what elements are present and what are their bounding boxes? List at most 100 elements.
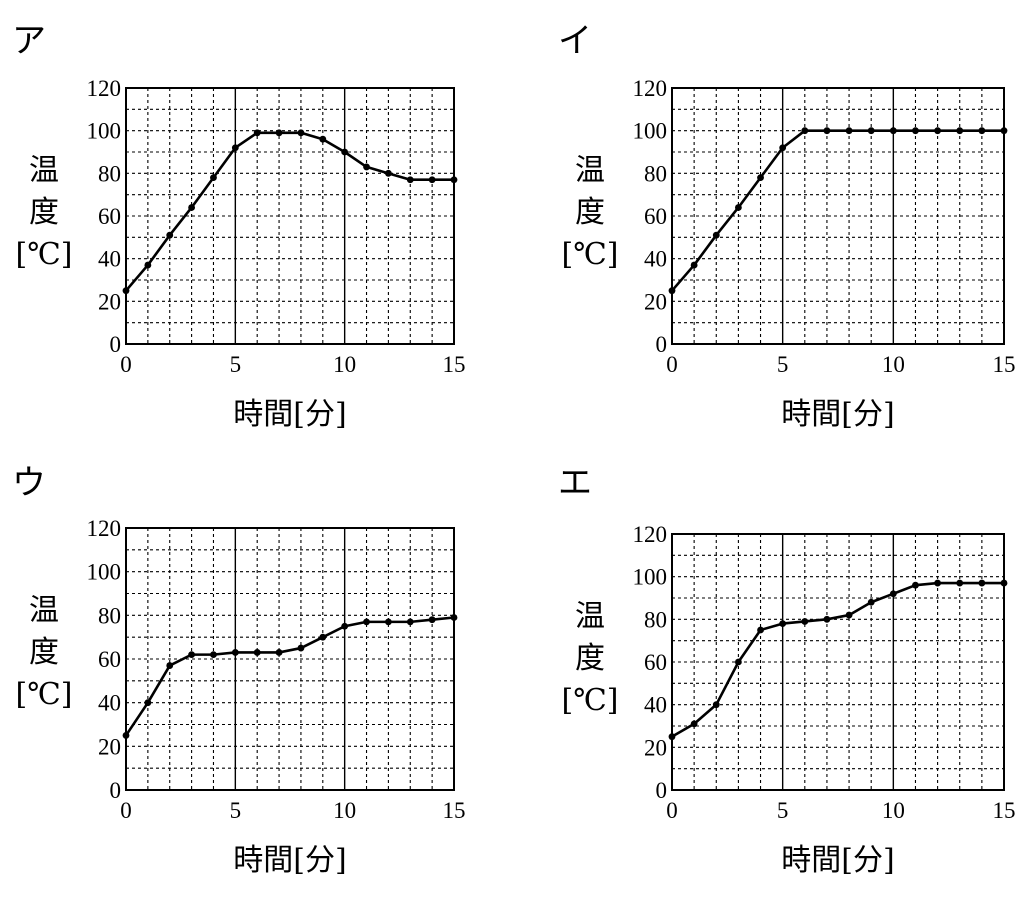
- chart-panel-3: ウ 0 20 40 60 80 100 120 0 5 10 15 温度 [℃] 時間[分]: [12, 463, 466, 878]
- panel-label: ウ: [12, 463, 46, 503]
- data-point: [166, 231, 174, 239]
- y-tick-label: 60: [644, 650, 667, 675]
- x-axis-title: 時間[分]: [233, 397, 346, 432]
- x-tick-label: 0: [666, 798, 678, 823]
- data-point: [428, 176, 436, 184]
- y-tick-label: 0: [656, 332, 668, 357]
- y-tick-label: 60: [98, 647, 121, 672]
- plot-frame: [125, 527, 455, 791]
- data-point: [122, 732, 130, 739]
- x-tick-label: 10: [333, 798, 356, 823]
- data-point: [757, 174, 764, 182]
- y-axis-title: 度: [29, 635, 59, 670]
- data-point: [823, 127, 831, 135]
- data-point: [801, 127, 809, 135]
- y-axis-title: 度: [575, 641, 605, 676]
- data-point: [1000, 579, 1008, 587]
- data-point: [450, 614, 458, 621]
- y-tick-label: 40: [644, 247, 667, 272]
- x-tick-label: 5: [230, 352, 242, 377]
- y-tick-label: 20: [98, 734, 121, 759]
- y-axis-title: 度: [29, 195, 59, 230]
- data-point: [823, 615, 831, 623]
- chart-panel-2: イ 0 20 40 60 80 100 120 0 5 10 15 温度 [℃] 時間[分]: [558, 21, 1016, 432]
- data-point: [889, 127, 897, 135]
- y-tick-label: 100: [633, 119, 668, 144]
- data-point: [956, 127, 964, 135]
- x-axis-title: 時間[分]: [233, 843, 346, 878]
- data-point: [757, 626, 764, 634]
- x-axis-title: 時間[分]: [781, 397, 894, 432]
- y-tick-label: 40: [644, 693, 667, 718]
- y-tick-label: 0: [656, 778, 668, 803]
- x-axis-title: 時間[分]: [781, 843, 894, 878]
- x-tick-label: 0: [120, 352, 132, 377]
- data-point: [978, 127, 986, 135]
- data-point: [845, 127, 853, 135]
- y-axis-title: 温: [29, 593, 59, 628]
- data-point: [912, 581, 919, 589]
- y-tick-label: 40: [98, 691, 121, 716]
- data-point: [253, 129, 261, 137]
- data-point: [406, 176, 414, 184]
- data-point: [144, 261, 152, 269]
- y-tick-label: 0: [110, 332, 122, 357]
- y-tick-label: 40: [98, 247, 121, 272]
- y-tick-label: 80: [98, 603, 121, 628]
- data-point: [166, 662, 174, 669]
- y-tick-label: 20: [644, 289, 667, 314]
- data-point: [450, 176, 458, 184]
- y-tick-label: 120: [87, 516, 122, 541]
- data-point: [188, 651, 196, 659]
- x-tick-label: 5: [777, 352, 789, 377]
- data-point: [779, 144, 787, 152]
- data-point: [341, 148, 349, 156]
- data-point: [1000, 127, 1008, 135]
- data-point: [779, 620, 787, 627]
- data-point: [210, 651, 217, 659]
- y-axis-title: [℃]: [16, 237, 73, 272]
- data-point: [735, 658, 742, 666]
- data-point: [845, 611, 853, 619]
- y-axis-title: [℃]: [562, 237, 619, 272]
- series-line: [125, 131, 454, 292]
- x-tick-label: 15: [443, 798, 466, 823]
- data-point: [231, 144, 239, 152]
- y-axis-title: 温: [29, 153, 59, 188]
- y-axis-title: [℃]: [16, 677, 73, 712]
- x-tick-label: 15: [993, 352, 1016, 377]
- data-point: [231, 649, 239, 656]
- data-point: [275, 129, 283, 137]
- plot-frame: [671, 533, 1005, 791]
- series-line: [671, 129, 1004, 292]
- data-point: [144, 699, 152, 707]
- data-point: [668, 287, 676, 295]
- data-point: [363, 618, 370, 626]
- data-point: [385, 618, 392, 626]
- data-point: [934, 127, 941, 135]
- data-point: [319, 633, 327, 641]
- data-point: [341, 622, 349, 630]
- data-point: [690, 261, 698, 269]
- data-point: [297, 129, 305, 137]
- data-point: [735, 204, 742, 211]
- y-tick-label: 80: [644, 607, 667, 632]
- series-line: [124, 616, 455, 737]
- x-tick-label: 5: [777, 798, 789, 823]
- x-tick-label: 15: [993, 798, 1016, 823]
- y-tick-label: 120: [633, 522, 668, 547]
- x-tick-label: 10: [882, 352, 905, 377]
- data-point: [889, 590, 897, 598]
- data-point: [867, 127, 875, 135]
- chart-panel-4: エ 0 20 40 60 80 100 120 0 5 10 15 温度 [℃] 時間[分]: [558, 463, 1016, 878]
- data-point: [188, 204, 196, 211]
- y-axis-title: 度: [575, 195, 605, 230]
- y-tick-label: 100: [87, 119, 122, 144]
- y-tick-label: 20: [98, 289, 121, 314]
- x-tick-label: 5: [230, 798, 242, 823]
- data-point: [956, 579, 964, 587]
- y-tick-label: 120: [87, 76, 122, 101]
- data-point: [319, 135, 327, 143]
- data-point: [275, 649, 283, 656]
